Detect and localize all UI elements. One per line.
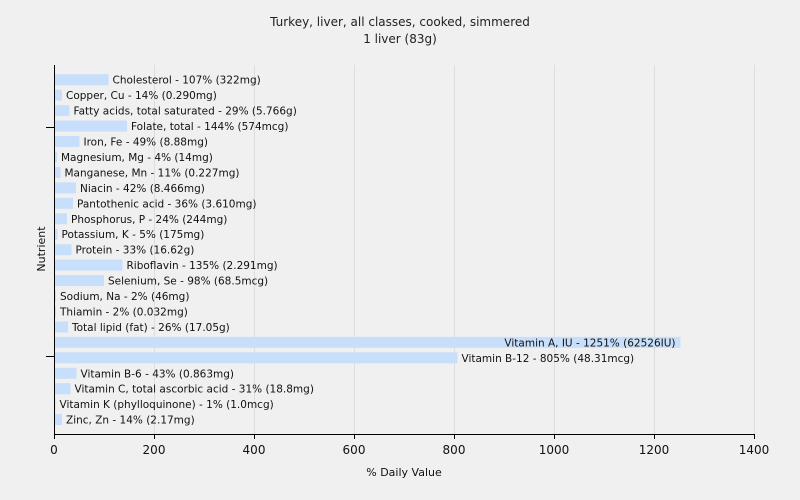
bar	[55, 275, 104, 287]
bar	[55, 383, 71, 395]
x-tick-label: 1400	[739, 443, 770, 457]
bar-label: Pantothenic acid - 36% (3.610mg)	[77, 198, 256, 210]
bar	[55, 136, 80, 148]
bar	[55, 352, 458, 364]
chart-subtitle: 1 liver (83g)	[363, 32, 437, 46]
bar-label: Magnesium, Mg - 4% (14mg)	[61, 152, 213, 164]
x-tick-label: 400	[243, 443, 266, 457]
x-tick-label: 1200	[639, 443, 670, 457]
bar	[55, 398, 56, 410]
bar-label: Phosphorus, P - 24% (244mg)	[71, 214, 227, 226]
bar-label: Vitamin K (phylloquinone) - 1% (1.0mcg)	[60, 399, 274, 411]
chart-title: Turkey, liver, all classes, cooked, simm…	[270, 15, 530, 29]
bar-label: Vitamin A, IU - 1251% (62526IU)	[504, 337, 675, 349]
bar	[55, 182, 76, 194]
bar	[55, 120, 127, 132]
x-tick-label: 600	[343, 443, 366, 457]
bar	[55, 197, 73, 209]
y-axis-title: Nutrient	[35, 226, 48, 272]
bar	[55, 151, 57, 163]
bar-label: Folate, total - 144% (574mcg)	[131, 121, 288, 133]
bar-label: Vitamin B-12 - 805% (48.31mcg)	[462, 353, 635, 365]
bar	[55, 228, 58, 240]
x-tick-label: 0	[50, 443, 58, 457]
bar	[55, 74, 109, 86]
bar	[55, 166, 61, 178]
bar-label: Thiamin - 2% (0.032mg)	[59, 306, 188, 318]
bar	[55, 321, 68, 333]
x-tick-label: 1000	[539, 443, 570, 457]
bar-label: Cholesterol - 107% (322mg)	[113, 75, 261, 87]
bar-label: Zinc, Zn - 14% (2.17mg)	[66, 415, 195, 427]
bar-label: Vitamin B-6 - 43% (0.863mg)	[81, 368, 235, 380]
bar-label: Protein - 33% (16.62g)	[76, 245, 195, 257]
bar	[55, 367, 77, 379]
bar	[55, 336, 681, 348]
bar	[55, 105, 70, 117]
bar-label: Total lipid (fat) - 26% (17.05g)	[71, 322, 230, 334]
bar	[55, 89, 62, 101]
bar	[55, 213, 67, 225]
bar-label: Sodium, Na - 2% (46mg)	[60, 291, 189, 303]
bar-label: Copper, Cu - 14% (0.290mg)	[66, 90, 217, 102]
bar	[55, 290, 56, 302]
bar	[55, 259, 123, 271]
bar-label: Fatty acids, total saturated - 29% (5.76…	[74, 106, 297, 118]
bar	[55, 414, 62, 426]
bar-label: Selenium, Se - 98% (68.5mcg)	[108, 276, 268, 288]
bar-label: Potassium, K - 5% (175mg)	[62, 229, 205, 241]
bar-label: Niacin - 42% (8.466mg)	[80, 183, 205, 195]
x-tick-label: 200	[143, 443, 166, 457]
x-axis-title: % Daily Value	[366, 466, 442, 479]
bar	[55, 244, 72, 256]
bar-label: Iron, Fe - 49% (8.88mg)	[84, 137, 208, 149]
x-tick-label: 800	[443, 443, 466, 457]
bar	[55, 305, 56, 317]
bar-label: Vitamin C, total ascorbic acid - 31% (18…	[75, 384, 314, 396]
bar-label: Manganese, Mn - 11% (0.227mg)	[65, 167, 240, 179]
bar-label: Riboflavin - 135% (2.291mg)	[127, 260, 278, 272]
